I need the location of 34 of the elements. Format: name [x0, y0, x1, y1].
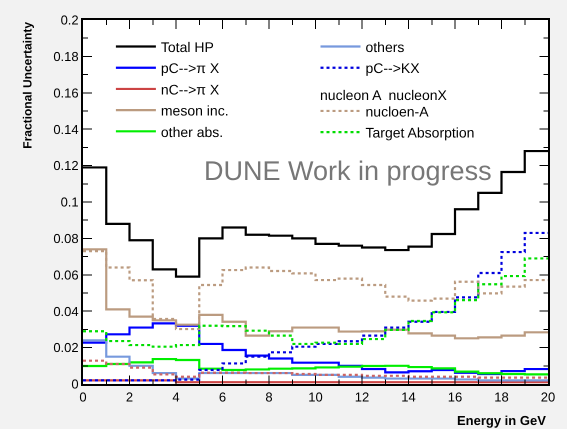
y-tick-label: 0.04	[53, 304, 79, 319]
legend-label: Target Absorption	[366, 124, 474, 141]
legend-label: Total HP	[160, 38, 214, 55]
y-tick-label: 0.06	[53, 267, 79, 282]
legend-label: others	[366, 38, 404, 55]
x-tick-label: 4	[172, 389, 180, 404]
y-tick-label: 0.08	[53, 230, 79, 246]
x-tick-label: 2	[126, 389, 134, 404]
x-tick-label: 16	[448, 389, 462, 404]
y-axis-title: Fractional Uncertainty	[20, 22, 35, 149]
y-tick-label: 0.14	[53, 122, 79, 137]
legend-label: nC-->π X	[160, 81, 220, 98]
x-tick-label: 14	[401, 389, 416, 404]
x-tick-label: 12	[354, 389, 370, 404]
y-tick-label: 0.1	[60, 194, 79, 210]
annotation: DUNE Work in progress	[204, 156, 492, 186]
y-tick-label: 0.18	[53, 48, 79, 64]
y-tick-label: 0.02	[53, 340, 79, 356]
y-tick-label: 0.2	[60, 12, 79, 28]
y-tick-label: 0	[71, 376, 79, 392]
legend-label: pC-->π X	[160, 60, 220, 76]
legend-label: other abs.	[160, 124, 224, 140]
y-tick-label: 0.16	[53, 85, 79, 100]
x-tick-label: 18	[494, 389, 509, 404]
legend-label: meson inc.	[160, 102, 229, 119]
x-tick-label: 8	[265, 389, 273, 404]
x-axis-title: Energy in GeV	[457, 413, 546, 428]
x-tick-label: 6	[218, 389, 226, 404]
legend-label: nucloen-A	[366, 103, 430, 120]
annotation: nucleon A nucleonX	[320, 87, 448, 103]
y-tick-label: 0.12	[53, 158, 79, 174]
legend-label: pC-->KX	[366, 60, 420, 76]
x-tick-label: 10	[308, 389, 323, 404]
x-tick-label: 20	[540, 389, 556, 404]
